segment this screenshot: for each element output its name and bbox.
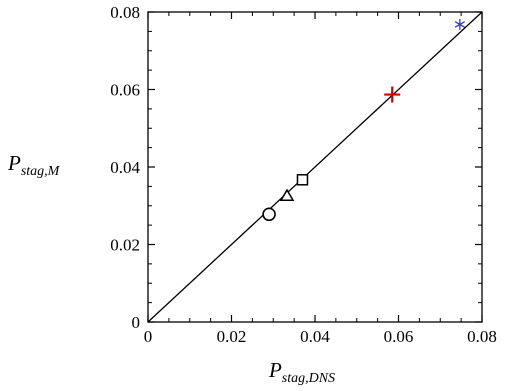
y-tick-label: 0 <box>132 313 141 332</box>
axis-tick-labels: 0 0.02 0.04 0.06 0.08 0 0.02 0.04 0.06 0.08 <box>110 3 497 346</box>
asterisk-marker <box>454 18 465 30</box>
plus-marker <box>384 86 401 103</box>
y-tick-label: 0.06 <box>110 81 140 100</box>
y-tick-label: 0.08 <box>110 3 140 22</box>
x-tick-label: 0.02 <box>217 327 247 346</box>
axis-ticks <box>147 11 483 323</box>
triangle-marker <box>279 188 295 202</box>
y-axis-title-sub: stag,M <box>21 164 61 179</box>
x-tick-label: 0.06 <box>384 327 414 346</box>
y-axis-title: Pstag,M <box>7 151 61 179</box>
y-axis-title-main: P <box>7 151 21 175</box>
x-tick-label: 0 <box>144 327 153 346</box>
data-markers <box>262 18 465 222</box>
x-axis-title: Pstag,DNS <box>268 358 335 386</box>
y-tick-label: 0.04 <box>110 158 140 177</box>
square-marker <box>296 174 309 186</box>
circle-marker <box>262 207 276 222</box>
x-axis-title-sub: stag,DNS <box>282 371 335 386</box>
x-tick-label: 0.04 <box>300 327 330 346</box>
x-axis-title-main: P <box>268 358 282 382</box>
x-tick-label: 0.08 <box>467 327 497 346</box>
identity-reference-line <box>147 11 483 323</box>
y-tick-label: 0.02 <box>110 236 140 255</box>
